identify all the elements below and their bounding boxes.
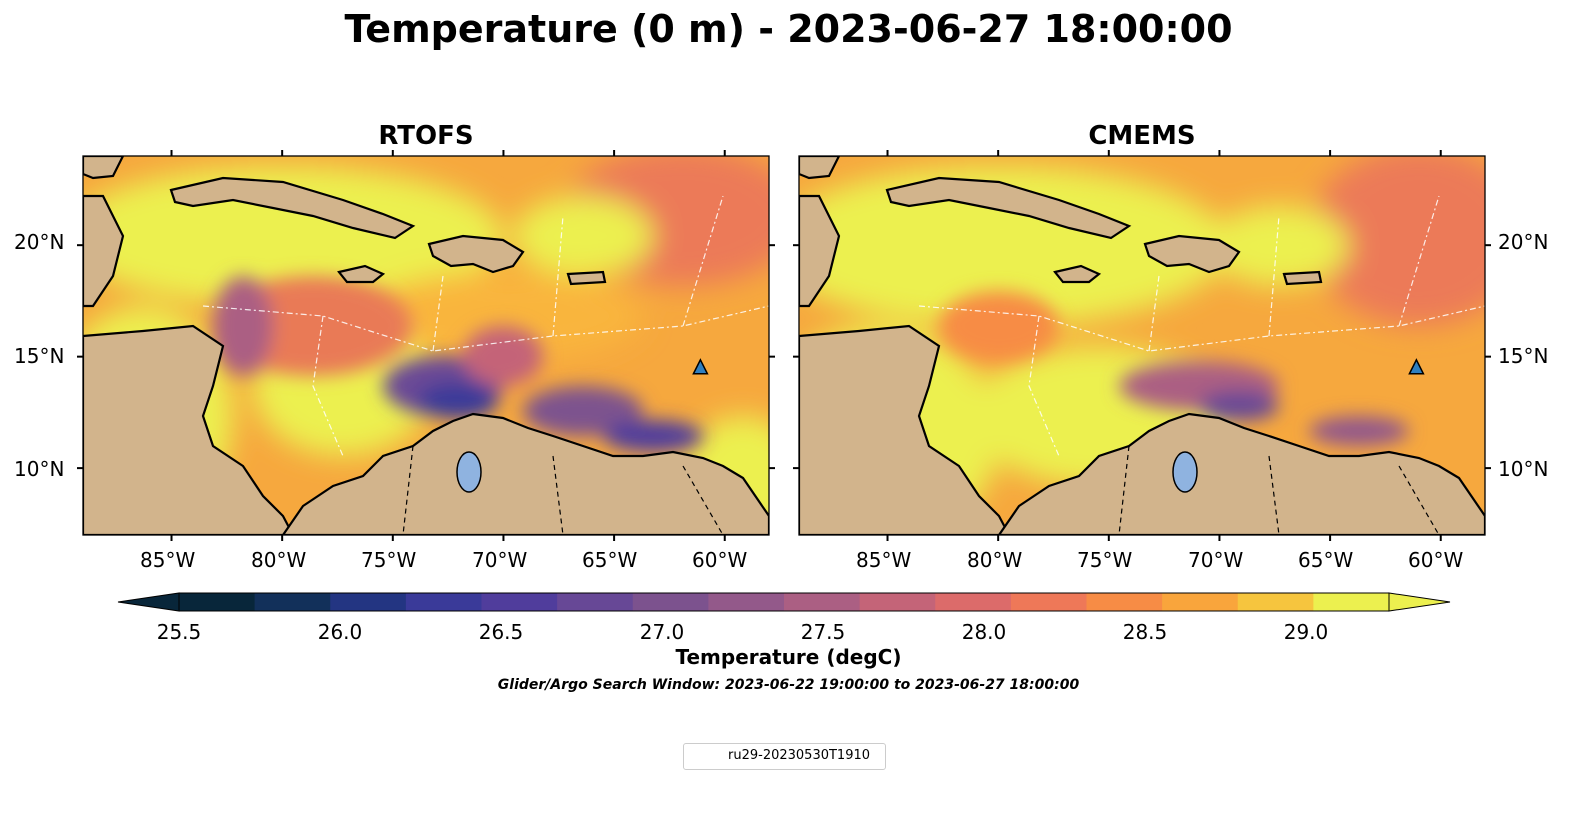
y-tick-label-right: 15°N bbox=[1498, 344, 1549, 368]
colorbar-segment bbox=[1162, 593, 1239, 611]
x-tick-label: 65°W bbox=[582, 548, 638, 572]
colorbar-segment bbox=[935, 593, 1012, 611]
colorbar-frame bbox=[178, 592, 1390, 612]
colorbar-segment bbox=[708, 593, 785, 611]
glider-marker bbox=[1408, 358, 1425, 375]
cmems-map bbox=[798, 155, 1486, 536]
legend: ru29-20230530T1910 bbox=[683, 743, 886, 770]
y-tick-label-left: 15°N bbox=[14, 344, 65, 368]
colorbar-tick-label: 27.5 bbox=[800, 620, 846, 644]
x-tick-label: 80°W bbox=[251, 548, 307, 572]
x-tick-label: 85°W bbox=[140, 548, 196, 572]
colorbar-segment bbox=[330, 593, 407, 611]
x-tick-label: 80°W bbox=[967, 548, 1023, 572]
colorbar-tick-label: 27.0 bbox=[639, 620, 685, 644]
colorbar-segment bbox=[254, 593, 331, 611]
x-tick-label: 70°W bbox=[472, 548, 528, 572]
x-tick-label: 75°W bbox=[361, 548, 417, 572]
figure-title: Temperature (0 m) - 2023-06-27 18:00:00 bbox=[344, 7, 1233, 51]
colorbar-label: Temperature (degC) bbox=[675, 645, 902, 669]
search-window-note: Glider/Argo Search Window: 2023-06-22 19… bbox=[497, 677, 1080, 693]
colorbar-segment bbox=[481, 593, 558, 611]
x-tick-label: 65°W bbox=[1298, 548, 1354, 572]
colorbar-tick-label: 29.0 bbox=[1283, 620, 1329, 644]
map-frame bbox=[82, 155, 770, 536]
x-tick-label: 85°W bbox=[856, 548, 912, 572]
legend-label: ru29-20230530T1910 bbox=[728, 748, 871, 763]
glider-marker bbox=[692, 358, 709, 375]
panel-title-rtofs: RTOFS bbox=[378, 121, 474, 151]
colorbar-segment bbox=[632, 593, 709, 611]
colorbar-segment bbox=[179, 593, 256, 611]
x-tick-label: 70°W bbox=[1188, 548, 1244, 572]
colorbar-extend-max bbox=[1388, 592, 1451, 612]
y-tick-label-left: 10°N bbox=[14, 457, 65, 481]
colorbar-extend-min bbox=[117, 592, 180, 612]
y-tick-label-right: 20°N bbox=[1498, 230, 1549, 254]
colorbar-segment bbox=[1010, 593, 1087, 611]
colorbar-tick-label: 26.5 bbox=[478, 620, 524, 644]
y-tick-label-left: 20°N bbox=[14, 230, 65, 254]
colorbar-segment bbox=[1237, 593, 1314, 611]
colorbar-tick-label: 28.0 bbox=[961, 620, 1007, 644]
colorbar-segment bbox=[1086, 593, 1163, 611]
rtofs-map bbox=[82, 155, 770, 536]
colorbar-segment bbox=[1313, 593, 1390, 611]
colorbar-segment bbox=[859, 593, 936, 611]
colorbar-tick-label: 28.5 bbox=[1122, 620, 1168, 644]
x-tick-label: 60°W bbox=[692, 548, 748, 572]
colorbar-segment bbox=[405, 593, 482, 611]
map-frame bbox=[798, 155, 1486, 536]
colorbar-tick-label: 26.0 bbox=[317, 620, 363, 644]
colorbar-segment bbox=[557, 593, 634, 611]
lake-maracaibo bbox=[456, 451, 482, 493]
lake-maracaibo bbox=[1172, 451, 1198, 493]
colorbar-segment bbox=[784, 593, 861, 611]
colorbar bbox=[117, 592, 1451, 612]
x-tick-label: 60°W bbox=[1408, 548, 1464, 572]
y-tick-label-right: 10°N bbox=[1498, 457, 1549, 481]
x-tick-label: 75°W bbox=[1077, 548, 1133, 572]
colorbar-tick-label: 25.5 bbox=[156, 620, 202, 644]
panel-title-cmems: CMEMS bbox=[1088, 121, 1196, 151]
